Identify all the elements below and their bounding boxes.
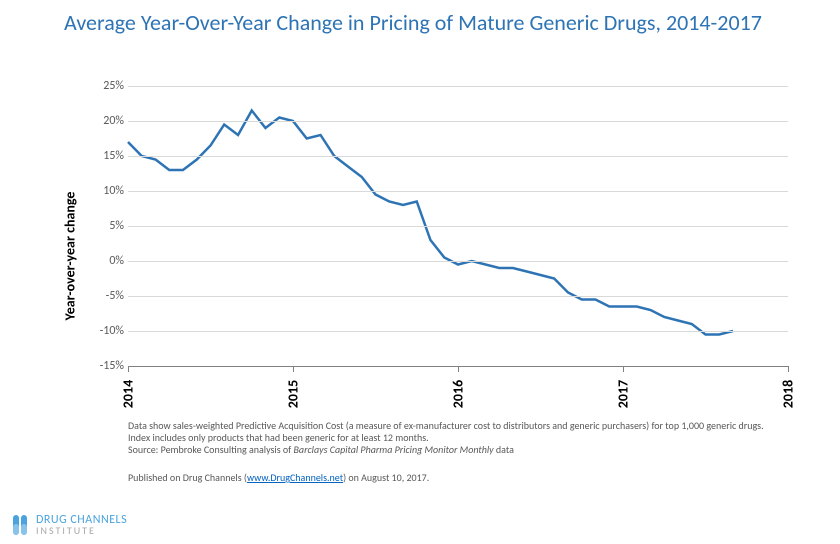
drugchannels-link[interactable]: www.DrugChannels.net bbox=[247, 471, 343, 484]
chart-title: Average Year-Over-Year Change in Pricing… bbox=[64, 10, 784, 35]
x-tick bbox=[458, 366, 459, 372]
y-tick-label: 10% bbox=[84, 184, 124, 198]
gridline bbox=[128, 121, 788, 122]
capsule-icon bbox=[10, 514, 30, 536]
footnote-source-suffix: data bbox=[494, 443, 514, 456]
y-tick-label: 15% bbox=[84, 149, 124, 163]
gridline bbox=[128, 86, 788, 87]
y-tick-label: 20% bbox=[84, 114, 124, 128]
gridline bbox=[128, 191, 788, 192]
y-axis-title: Year-over-year change bbox=[62, 192, 79, 321]
branding-bottom: INSTITUTE bbox=[36, 526, 127, 536]
footnote-pub-suffix: ) on August 10, 2017. bbox=[343, 471, 429, 484]
footnote-source: Source: Pembroke Consulting analysis of … bbox=[128, 444, 808, 456]
x-tick-label: 2018 bbox=[780, 380, 797, 408]
y-tick-label: 25% bbox=[84, 79, 124, 93]
branding-text: DRUG CHANNELS INSTITUTE bbox=[36, 514, 127, 536]
y-tick-label: -10% bbox=[84, 324, 124, 338]
x-tick bbox=[623, 366, 624, 372]
gridline bbox=[128, 261, 788, 262]
y-tick-label: 5% bbox=[84, 219, 124, 233]
y-tick-label: -15% bbox=[84, 359, 124, 373]
x-tick bbox=[788, 366, 789, 372]
footnote-source-prefix: Source: Pembroke Consulting analysis of bbox=[128, 443, 293, 456]
x-tick bbox=[293, 366, 294, 372]
branding-footer: DRUG CHANNELS INSTITUTE bbox=[10, 514, 127, 536]
gridline bbox=[128, 296, 788, 297]
plot-area: -15%-10%-5%0%5%10%15%20%25% bbox=[128, 86, 788, 366]
x-tick-label: 2014 bbox=[120, 380, 137, 408]
y-tick-label: -5% bbox=[84, 289, 124, 303]
footnote-published: Published on Drug Channels (www.DrugChan… bbox=[128, 472, 808, 484]
gridline bbox=[128, 226, 788, 227]
x-tick bbox=[128, 366, 129, 372]
gridline bbox=[128, 331, 788, 332]
footnote-pub-prefix: Published on Drug Channels ( bbox=[128, 471, 247, 484]
x-tick-label: 2016 bbox=[450, 380, 467, 408]
gridline bbox=[128, 156, 788, 157]
chart-container: Year-over-year change -15%-10%-5%0%5%10%… bbox=[68, 86, 788, 391]
x-tick-label: 2017 bbox=[615, 380, 632, 408]
footnote-source-italic: Barclays Capital Pharma Pricing Monitor … bbox=[293, 443, 493, 456]
x-tick-label: 2015 bbox=[285, 380, 302, 408]
y-tick-label: 0% bbox=[84, 254, 124, 268]
